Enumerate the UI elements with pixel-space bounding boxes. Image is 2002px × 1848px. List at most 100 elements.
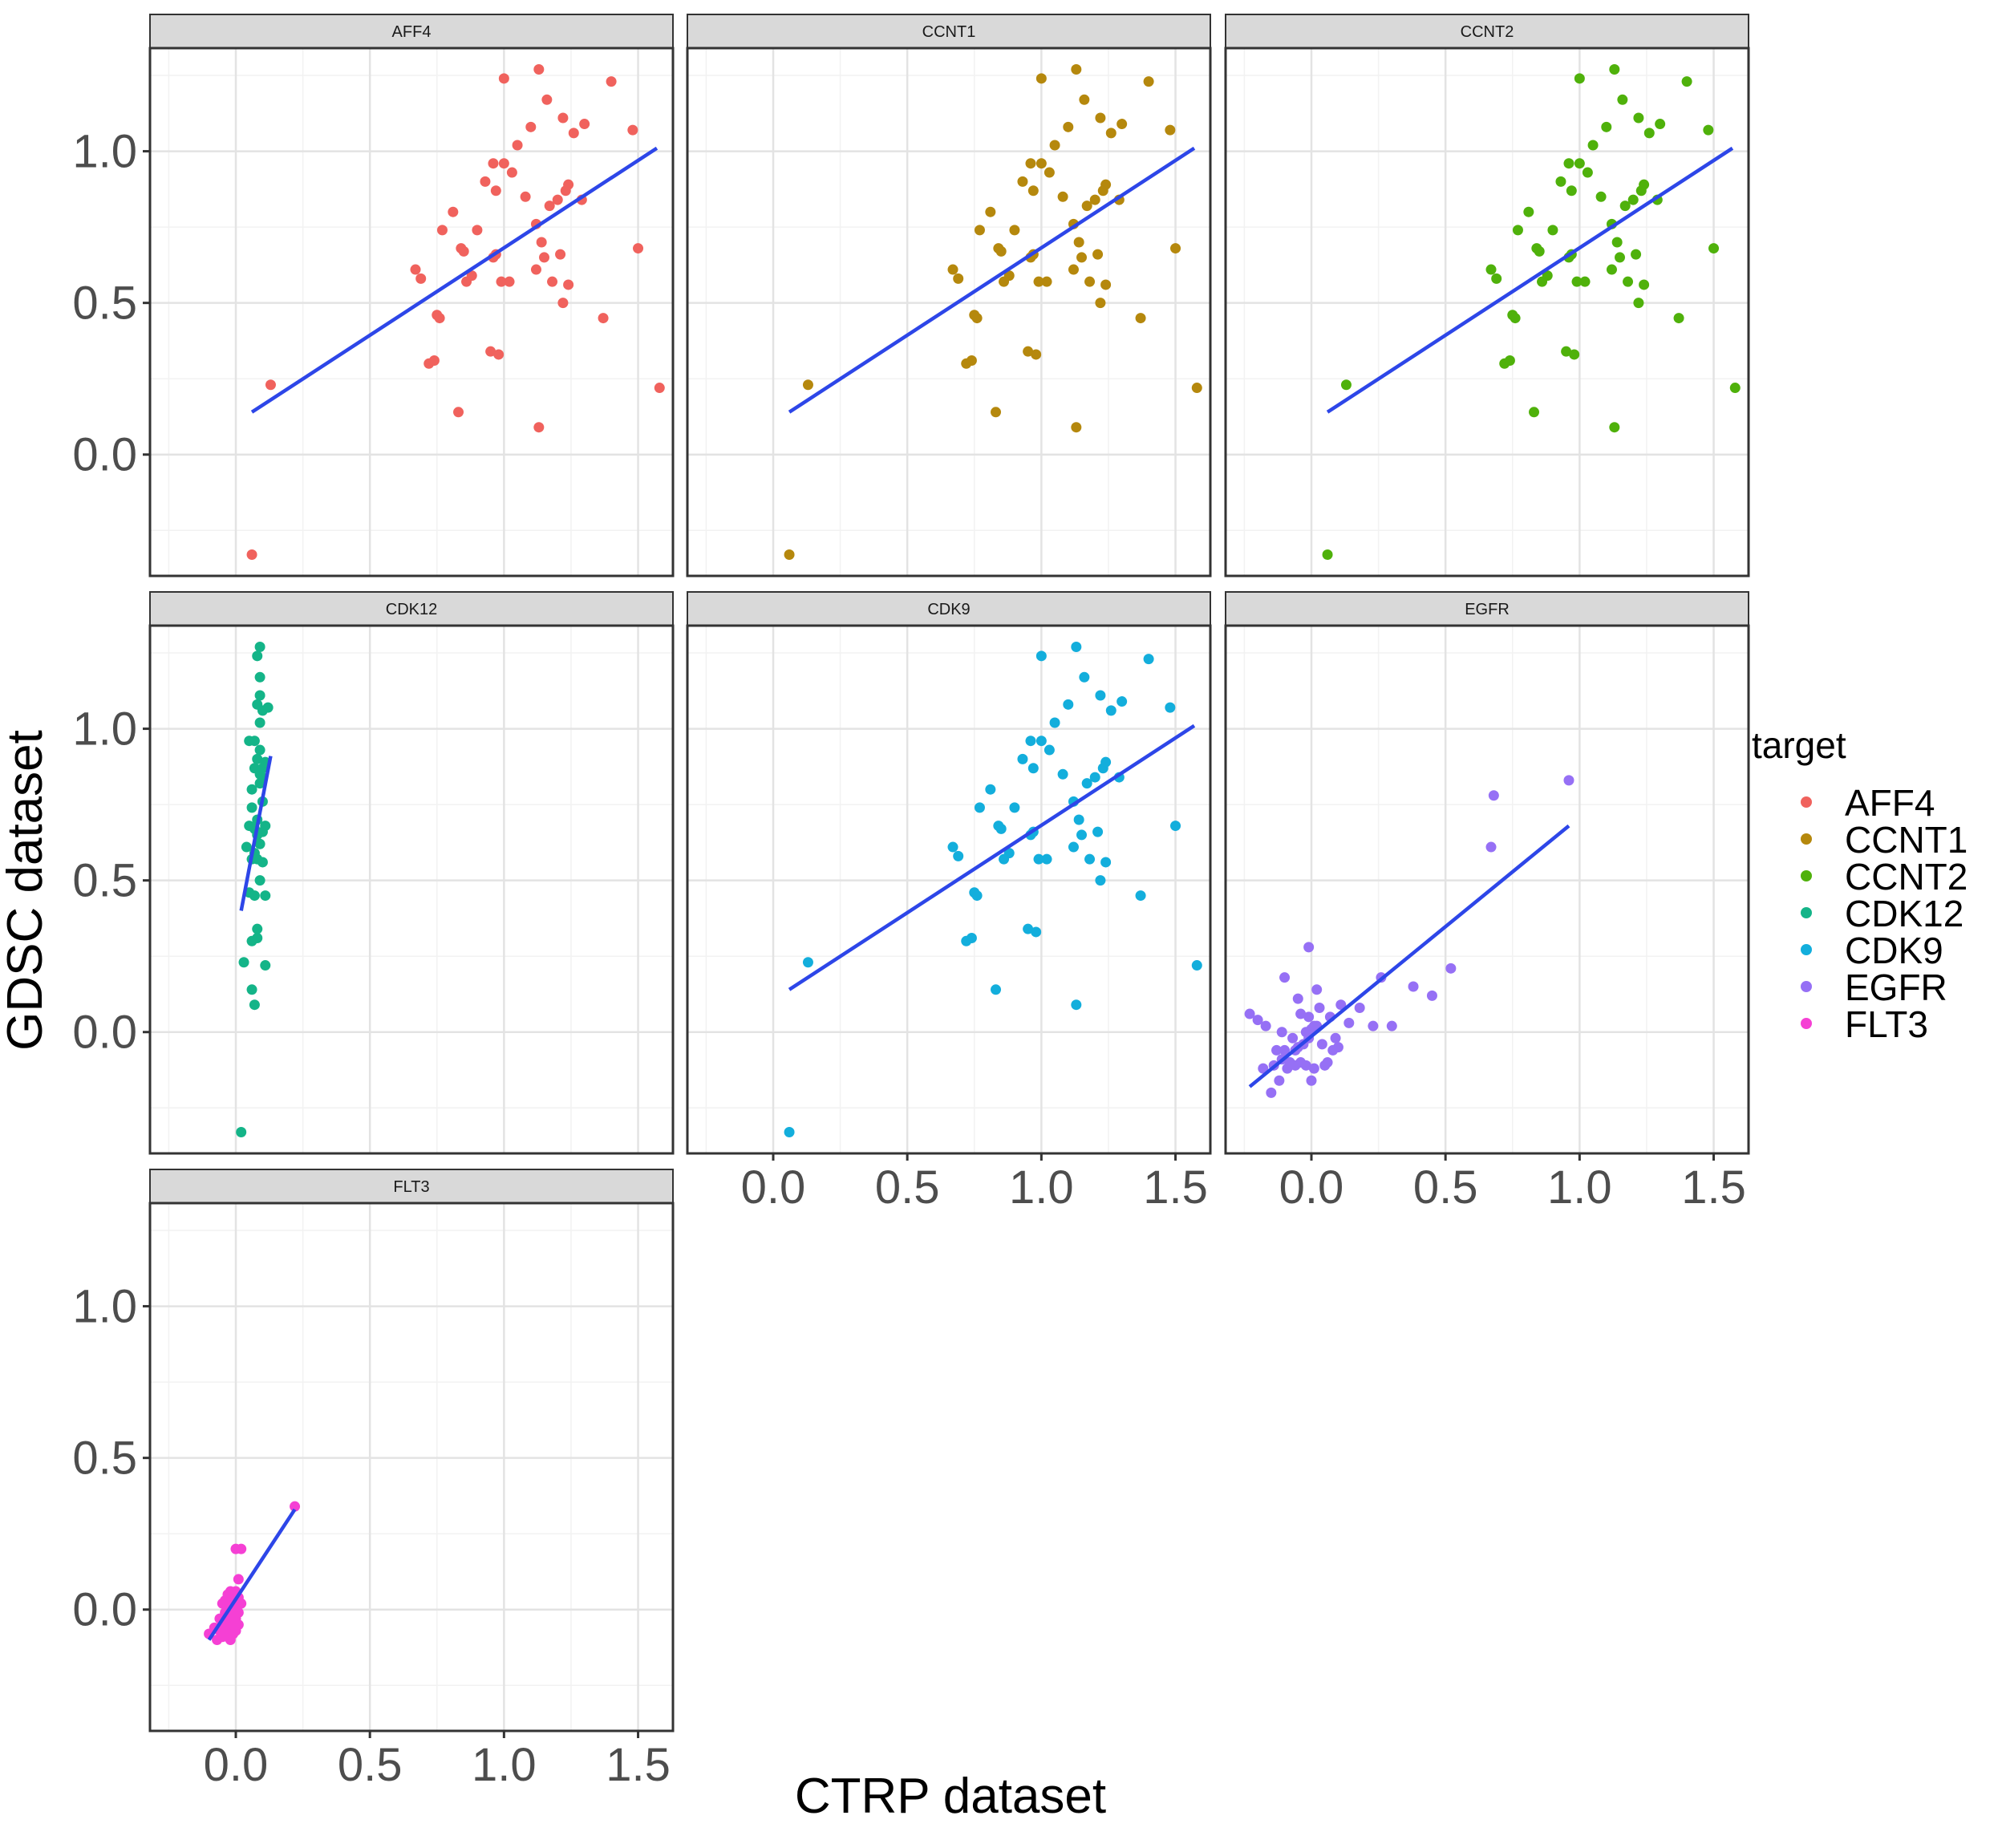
facet-panel-ccnt2: CCNT2	[1224, 14, 1750, 578]
facet-panel-cdk12: CDK12 0.0 0.5 1.0	[72, 591, 675, 1155]
data-point	[472, 225, 483, 236]
data-point	[1542, 270, 1553, 282]
data-point	[1095, 112, 1106, 124]
data-point	[1606, 264, 1617, 275]
data-point	[784, 549, 795, 561]
data-point	[254, 671, 265, 683]
data-point	[1330, 1032, 1341, 1044]
facet-panel-aff4: AFF4 0.0 0.5 1.0	[72, 14, 675, 578]
data-point	[563, 179, 574, 190]
data-point	[1089, 194, 1100, 205]
data-point	[1311, 984, 1323, 995]
data-point	[1105, 705, 1116, 716]
facet-panel-ccnt1: CCNT1	[686, 14, 1212, 578]
data-point	[1445, 962, 1457, 974]
data-point	[254, 838, 265, 849]
trend-line	[1326, 146, 1734, 414]
facet-strip-cdk9	[687, 591, 1211, 626]
y-tick-label: 0.0	[72, 1007, 137, 1059]
data-point	[254, 744, 265, 756]
data-point	[563, 279, 574, 290]
y-tick-label: 0.5	[72, 855, 137, 907]
data-point	[579, 119, 590, 130]
data-point	[265, 379, 276, 391]
data-point	[547, 276, 558, 287]
x-tick-label: 1.5	[1681, 1161, 1746, 1214]
data-point	[1057, 768, 1068, 780]
data-point	[1081, 778, 1092, 789]
data-point	[410, 264, 421, 275]
data-point	[1617, 94, 1628, 105]
data-point	[1368, 1020, 1379, 1031]
data-point	[1609, 422, 1620, 433]
data-point	[236, 1598, 247, 1609]
data-point	[1300, 1060, 1311, 1071]
data-point	[530, 264, 541, 275]
x-tick-label: 0.5	[338, 1739, 403, 1791]
x-tick-label: 1.0	[1009, 1161, 1074, 1214]
panel-border	[686, 47, 1212, 578]
data-point	[953, 273, 964, 284]
data-point	[260, 890, 271, 902]
data-point	[1340, 379, 1352, 391]
data-point	[953, 850, 964, 861]
y-tick-label: 0.0	[72, 429, 137, 481]
data-point	[525, 121, 537, 132]
legend-item-cdk9: CDK9	[1801, 930, 1943, 971]
data-point	[1287, 1032, 1299, 1044]
x-tick-label: 0.0	[741, 1161, 806, 1214]
data-point	[257, 857, 268, 868]
legend-label: CDK12	[1845, 893, 1964, 934]
data-point	[252, 753, 263, 764]
data-point	[995, 823, 1007, 834]
data-point	[260, 821, 271, 832]
data-point	[1033, 853, 1044, 865]
data-point	[1574, 158, 1585, 169]
data-point	[466, 270, 477, 282]
legend-label: CDK9	[1845, 930, 1943, 971]
data-point	[1105, 128, 1116, 139]
y-tick-label: 0.5	[72, 1433, 137, 1485]
data-point	[544, 201, 555, 212]
data-point	[1504, 355, 1515, 367]
data-point	[971, 890, 983, 902]
legend-label: CCNT1	[1845, 819, 1968, 861]
data-point	[1303, 942, 1315, 953]
data-point	[552, 194, 563, 205]
facet-strip-label: CCNT2	[1461, 23, 1514, 41]
data-point	[1076, 252, 1088, 263]
data-point	[246, 984, 257, 995]
x-tick-label: 1.5	[606, 1739, 671, 1791]
y-axis-title: GDSC dataset	[0, 730, 53, 1051]
legend-label: FLT3	[1845, 1003, 1928, 1045]
data-point	[262, 702, 274, 713]
data-point	[233, 1607, 244, 1619]
data-point	[1063, 699, 1074, 710]
data-point	[1165, 124, 1176, 136]
data-point	[490, 185, 501, 197]
legend-key	[1801, 981, 1812, 992]
data-point	[1534, 245, 1545, 257]
data-point	[1041, 853, 1052, 865]
data-point	[1071, 641, 1082, 652]
data-point	[1009, 802, 1020, 813]
data-point	[254, 717, 265, 728]
data-points	[1322, 63, 1741, 561]
data-point	[1143, 654, 1154, 665]
data-point	[1027, 763, 1039, 774]
data-point	[995, 245, 1007, 257]
legend-item-ccnt2: CCNT2	[1801, 856, 1968, 898]
data-point	[1306, 1075, 1317, 1086]
data-point	[415, 273, 427, 284]
data-point	[1582, 167, 1593, 178]
data-point	[1191, 383, 1202, 394]
data-point	[1033, 276, 1044, 287]
y-tick-label: 0.0	[72, 1584, 137, 1636]
data-point	[1292, 993, 1303, 1004]
facet-panel-egfr: EGFR 0.0 0.5 1.0 1.5	[1224, 591, 1750, 1214]
data-point	[1279, 972, 1291, 983]
data-point	[233, 1574, 244, 1585]
data-point	[1627, 194, 1639, 205]
data-point	[1191, 960, 1202, 971]
